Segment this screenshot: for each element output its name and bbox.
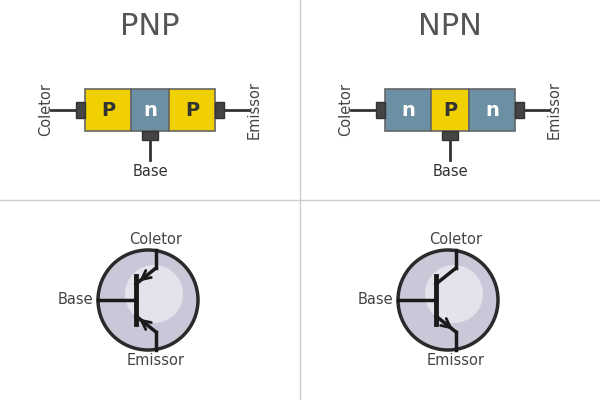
Text: Coletor: Coletor bbox=[38, 84, 53, 136]
Text: Emissor: Emissor bbox=[247, 81, 262, 139]
Bar bbox=[442, 131, 458, 140]
Bar bbox=[142, 131, 158, 140]
Text: n: n bbox=[401, 100, 415, 120]
Text: Base: Base bbox=[432, 164, 468, 179]
Text: Base: Base bbox=[132, 164, 168, 179]
Text: P: P bbox=[443, 100, 457, 120]
Circle shape bbox=[398, 250, 498, 350]
Bar bbox=[515, 102, 524, 118]
Bar bbox=[469, 89, 515, 131]
Bar bbox=[385, 89, 431, 131]
Bar bbox=[131, 89, 169, 131]
Text: Base: Base bbox=[358, 292, 393, 308]
Bar bbox=[376, 102, 385, 118]
Text: Coletor: Coletor bbox=[130, 232, 182, 247]
Text: Coletor: Coletor bbox=[338, 84, 353, 136]
Text: Emissor: Emissor bbox=[547, 81, 562, 139]
Text: P: P bbox=[101, 100, 115, 120]
Text: n: n bbox=[143, 100, 157, 120]
Bar bbox=[76, 102, 85, 118]
Bar bbox=[85, 89, 131, 131]
Text: Coletor: Coletor bbox=[430, 232, 482, 247]
Text: n: n bbox=[485, 100, 499, 120]
Circle shape bbox=[425, 265, 483, 323]
Bar bbox=[169, 89, 215, 131]
Circle shape bbox=[125, 265, 183, 323]
Text: P: P bbox=[185, 100, 199, 120]
Text: Emissor: Emissor bbox=[127, 353, 185, 368]
Text: Base: Base bbox=[58, 292, 93, 308]
Text: NPN: NPN bbox=[418, 12, 482, 41]
Text: Emissor: Emissor bbox=[427, 353, 485, 368]
Circle shape bbox=[98, 250, 198, 350]
Text: PNP: PNP bbox=[120, 12, 180, 41]
Bar bbox=[215, 102, 224, 118]
Bar bbox=[431, 89, 469, 131]
